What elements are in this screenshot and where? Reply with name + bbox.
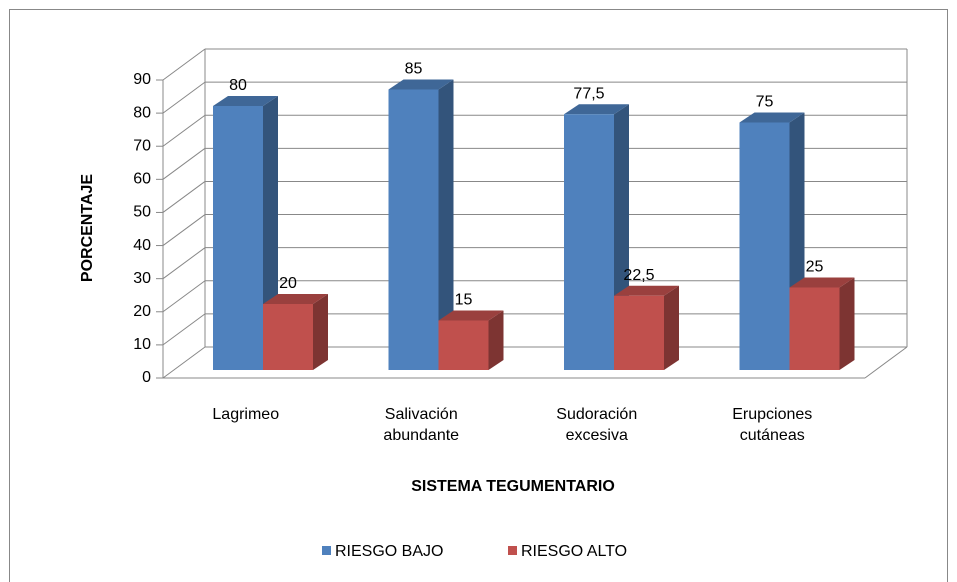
bar-top bbox=[438, 310, 504, 321]
y-tick-label: 30 bbox=[133, 270, 151, 287]
bar bbox=[739, 122, 790, 370]
bar-side bbox=[313, 294, 328, 370]
x-tick-label: Lagrimeo bbox=[212, 406, 280, 423]
bar bbox=[789, 287, 840, 370]
data-label: 75 bbox=[756, 94, 774, 111]
grid-line bbox=[162, 313, 206, 346]
grid-line bbox=[162, 48, 206, 81]
bar bbox=[564, 114, 614, 370]
grid-line bbox=[162, 247, 206, 280]
legend-label: RIESGO BAJO bbox=[335, 543, 443, 560]
bar bbox=[263, 304, 313, 370]
bar-side bbox=[488, 310, 504, 370]
y-tick-label: 80 bbox=[133, 104, 151, 121]
bar-top bbox=[614, 285, 679, 296]
y-tick-label: 20 bbox=[133, 303, 151, 320]
data-label: 25 bbox=[806, 259, 824, 276]
legend-swatch bbox=[322, 546, 331, 555]
legend-label: RIESGO ALTO bbox=[521, 543, 627, 560]
y-tick-label: 10 bbox=[133, 336, 151, 353]
y-tick-label: 0 bbox=[142, 369, 151, 386]
x-tick-label: Erupciones cutáneas bbox=[732, 406, 813, 444]
bar bbox=[438, 320, 489, 370]
data-label: 20 bbox=[279, 275, 297, 292]
legend-swatch bbox=[508, 546, 517, 555]
bar-top bbox=[263, 294, 328, 304]
bar bbox=[614, 295, 664, 370]
bar-side bbox=[438, 79, 454, 370]
y-tick-label: 60 bbox=[133, 171, 151, 188]
bar-top bbox=[213, 96, 278, 106]
bar-top bbox=[388, 79, 454, 90]
data-label: 85 bbox=[405, 61, 423, 78]
bar-top bbox=[739, 112, 805, 123]
data-label: 22,5 bbox=[623, 267, 654, 284]
x-tick-label: Sudoración excesiva bbox=[556, 406, 638, 444]
grid-line bbox=[162, 346, 206, 379]
bar-side bbox=[839, 277, 855, 370]
grid-line bbox=[162, 181, 206, 213]
data-label: 15 bbox=[455, 292, 473, 309]
grid-line bbox=[162, 114, 206, 147]
y-tick-label: 90 bbox=[133, 71, 151, 88]
grid-line bbox=[162, 280, 206, 313]
x-axis-title: SISTEMA TEGUMENTARIO bbox=[411, 478, 615, 495]
y-tick-label: 70 bbox=[133, 137, 151, 154]
grid-line bbox=[162, 81, 206, 114]
bar-top bbox=[789, 277, 855, 288]
grid-line bbox=[162, 214, 206, 246]
y-tick-label: 40 bbox=[133, 237, 151, 254]
y-tick-label: 50 bbox=[133, 204, 151, 221]
bar bbox=[388, 89, 439, 370]
grid-line bbox=[162, 147, 206, 180]
bar-side bbox=[664, 285, 679, 370]
data-label: 77,5 bbox=[573, 85, 604, 102]
bar-top bbox=[564, 104, 629, 115]
x-tick-label: Salivación abundante bbox=[383, 406, 460, 444]
data-label: 80 bbox=[229, 77, 247, 94]
floor-edge bbox=[864, 346, 908, 379]
bar bbox=[213, 106, 263, 370]
y-axis-title: PORCENTAJE bbox=[79, 174, 96, 282]
frame bbox=[9, 9, 948, 582]
